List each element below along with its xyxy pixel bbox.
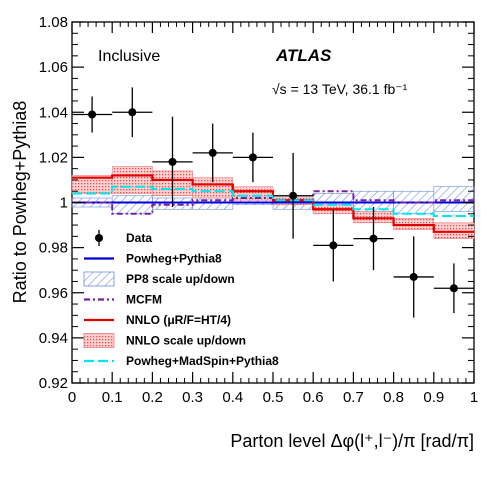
x-tick-label: 0.3: [182, 389, 203, 406]
legend-symbol: [95, 234, 103, 242]
legend-entry: Powheg+MadSpin+Pythia8: [84, 354, 279, 368]
legend-label: Powheg+Pythia8: [126, 252, 222, 266]
y-tick-label: 0.94: [39, 330, 68, 347]
x-tick-label: 0: [68, 389, 76, 406]
legend-entry: NNLO (μR/F=HT/4): [84, 313, 231, 327]
y-tick-label: 1.04: [39, 104, 68, 121]
data-point: [168, 157, 177, 166]
band-segment: [433, 186, 475, 212]
legend-symbol: [83, 333, 115, 348]
band-segment: [192, 197, 234, 210]
y-tick-label: 0.96: [39, 285, 68, 302]
data-point: [289, 191, 298, 200]
x-tick-label: 0.8: [383, 389, 404, 406]
x-axis-title: Parton level Δφ(l⁺,l⁻)/π [rad/π]: [230, 431, 474, 451]
y-tick-label: 1.06: [39, 59, 68, 76]
data-points: [72, 87, 474, 318]
legend-symbol: [83, 271, 115, 287]
legend-entry: NNLO scale up/down: [83, 333, 246, 348]
y-tick-label: 1: [60, 195, 68, 212]
legend: Data Powheg+Pythia8 PP8 scale up/down MCFM N…: [83, 230, 279, 368]
x-tick-label: 0.1: [102, 389, 123, 406]
data-point: [128, 108, 137, 117]
legend-label: PP8 scale up/down: [126, 272, 235, 286]
x-tick-label: 0.5: [263, 389, 284, 406]
energy-label: √s = 13 TeV, 36.1 fb⁻¹: [272, 81, 408, 97]
x-tick-label: 0.2: [142, 389, 163, 406]
legend-label: NNLO (μR/F=HT/4): [126, 313, 231, 327]
legend-entry: PP8 scale up/down: [83, 271, 235, 287]
band-segment: [111, 166, 153, 194]
data-point: [449, 284, 458, 293]
legend-entry: MCFM: [84, 293, 162, 307]
y-tick-label: 1.02: [39, 149, 68, 166]
legend-label: MCFM: [126, 293, 162, 307]
x-tick-label: 0.4: [222, 389, 243, 406]
data-point: [369, 234, 378, 243]
legend-entry: Powheg+Pythia8: [84, 252, 222, 266]
data-point: [88, 110, 97, 119]
y-tick-label: 0.92: [39, 375, 68, 392]
band-segment: [433, 222, 475, 239]
legend-label: NNLO scale up/down: [126, 334, 246, 348]
legend-label: Powheg+MadSpin+Pythia8: [126, 354, 279, 368]
x-tick-label: 0.6: [303, 389, 324, 406]
x-tick-label: 0.7: [343, 389, 364, 406]
inclusive-label: Inclusive: [98, 48, 160, 65]
legend-entry: Data: [95, 230, 152, 246]
data-point: [208, 148, 217, 157]
x-tick-label: 1: [470, 389, 478, 406]
band-segment: [111, 195, 153, 215]
x-tick-label: 0.9: [423, 389, 444, 406]
data-point: [248, 153, 257, 162]
band-segment: [232, 186, 274, 201]
series-line: [72, 185, 474, 218]
data-point: [409, 272, 418, 281]
band-segment: [393, 217, 435, 230]
y-tick-label: 0.98: [39, 240, 68, 257]
atlas-label: ATLAS: [275, 46, 332, 65]
y-tick-label: 1.08: [39, 14, 68, 31]
y-axis-title: Ratio to Powheg+Pythia8: [10, 101, 30, 304]
axis-ticks: [71, 21, 475, 384]
data-point: [329, 241, 338, 250]
legend-label: Data: [126, 231, 152, 245]
axis-tick-labels: 0 0.1 0.2 0.3 0.4 0.5 0.6 0.7 0.8 0.9 1 0.92 0.94 0.9…: [39, 14, 478, 406]
